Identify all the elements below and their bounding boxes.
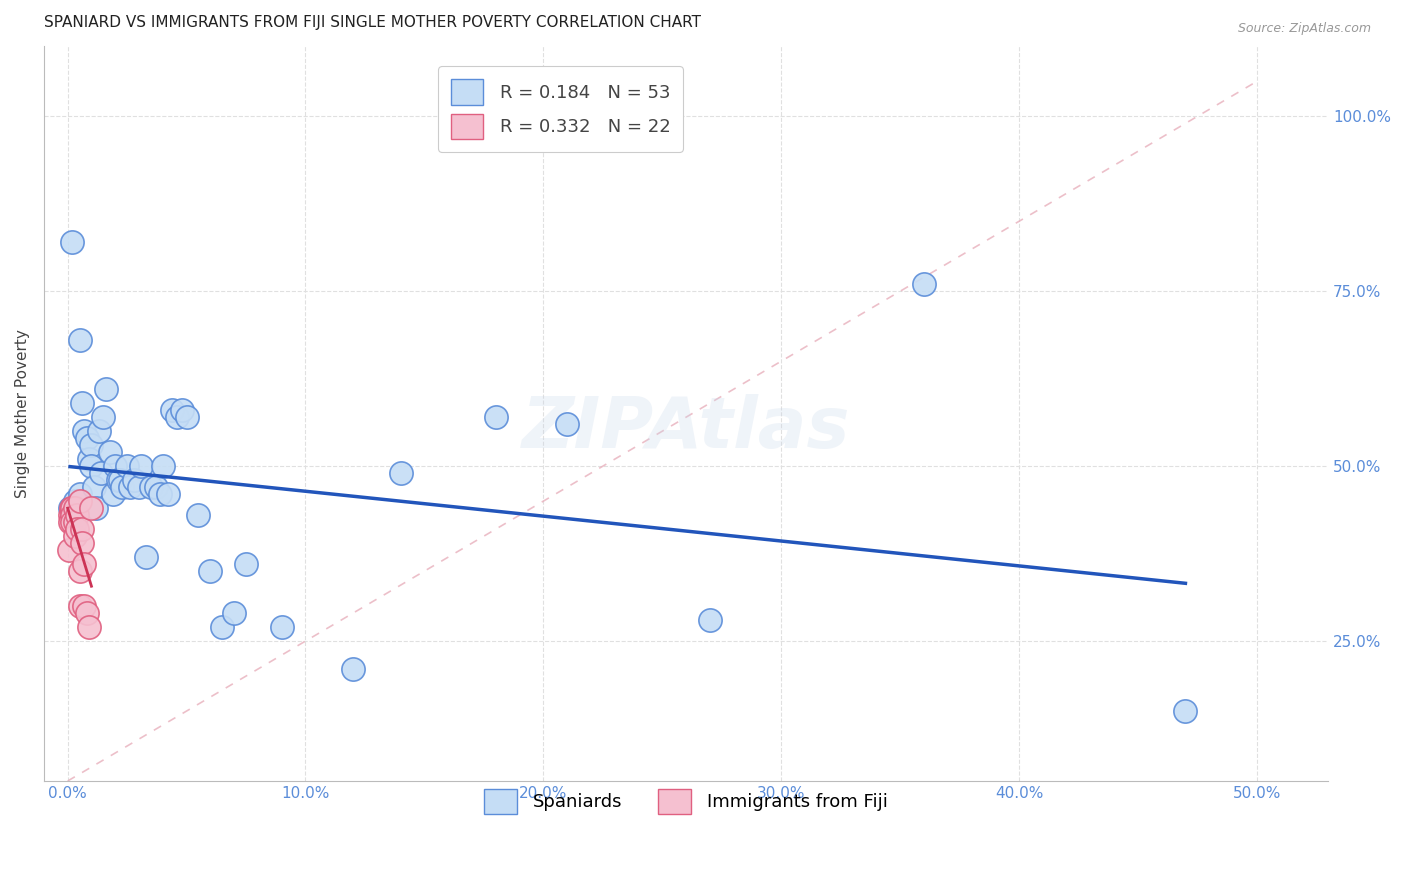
Point	[84, 501, 107, 516]
Point	[115, 459, 138, 474]
Point	[152, 459, 174, 474]
Point	[170, 403, 193, 417]
Point	[200, 564, 222, 578]
Point	[60, 501, 83, 516]
Point	[80, 501, 103, 516]
Point	[69, 599, 91, 613]
Point	[70, 536, 93, 550]
Point	[149, 487, 172, 501]
Point	[270, 620, 292, 634]
Point	[69, 487, 91, 501]
Point	[66, 501, 89, 516]
Point	[66, 522, 89, 536]
Point	[101, 487, 124, 501]
Point	[80, 438, 103, 452]
Text: SPANIARD VS IMMIGRANTS FROM FIJI SINGLE MOTHER POVERTY CORRELATION CHART: SPANIARD VS IMMIGRANTS FROM FIJI SINGLE …	[44, 15, 700, 30]
Point	[58, 543, 80, 558]
Point	[108, 473, 131, 487]
Point	[62, 508, 84, 523]
Point	[69, 564, 91, 578]
Point	[912, 277, 935, 292]
Point	[80, 459, 103, 474]
Point	[131, 459, 153, 474]
Point	[83, 480, 105, 494]
Point	[63, 501, 86, 516]
Point	[69, 494, 91, 508]
Point	[62, 501, 84, 516]
Point	[93, 410, 115, 425]
Point	[100, 445, 122, 459]
Point	[156, 487, 179, 501]
Point	[59, 508, 82, 523]
Point	[63, 494, 86, 508]
Point	[73, 599, 96, 613]
Point	[76, 431, 98, 445]
Point	[69, 333, 91, 347]
Point	[342, 662, 364, 676]
Point	[166, 410, 188, 425]
Point	[485, 410, 508, 425]
Point	[211, 620, 233, 634]
Point	[128, 480, 150, 494]
Point	[76, 606, 98, 620]
Point	[224, 606, 246, 620]
Point	[63, 529, 86, 543]
Point	[63, 515, 86, 529]
Point	[66, 508, 89, 523]
Point	[139, 480, 162, 494]
Y-axis label: Single Mother Poverty: Single Mother Poverty	[15, 329, 30, 498]
Point	[62, 235, 84, 250]
Point	[235, 557, 257, 571]
Point	[87, 424, 110, 438]
Point	[118, 480, 141, 494]
Point	[73, 557, 96, 571]
Point	[187, 508, 209, 523]
Point	[63, 508, 86, 523]
Point	[77, 452, 100, 467]
Point	[111, 480, 134, 494]
Point	[104, 459, 127, 474]
Point	[70, 396, 93, 410]
Legend: Spaniards, Immigrants from Fiji: Spaniards, Immigrants from Fiji	[471, 776, 901, 827]
Point	[94, 382, 117, 396]
Text: ZIPAtlas: ZIPAtlas	[522, 394, 851, 463]
Point	[62, 515, 84, 529]
Point	[1174, 704, 1197, 718]
Point	[162, 403, 184, 417]
Point	[389, 466, 412, 480]
Point	[555, 417, 578, 432]
Point	[145, 480, 167, 494]
Point	[176, 410, 198, 425]
Point	[77, 620, 100, 634]
Point	[122, 473, 145, 487]
Point	[135, 550, 157, 565]
Point	[70, 522, 93, 536]
Point	[699, 613, 721, 627]
Point	[73, 424, 96, 438]
Text: Source: ZipAtlas.com: Source: ZipAtlas.com	[1237, 22, 1371, 36]
Point	[59, 501, 82, 516]
Point	[59, 515, 82, 529]
Point	[90, 466, 112, 480]
Point	[107, 473, 129, 487]
